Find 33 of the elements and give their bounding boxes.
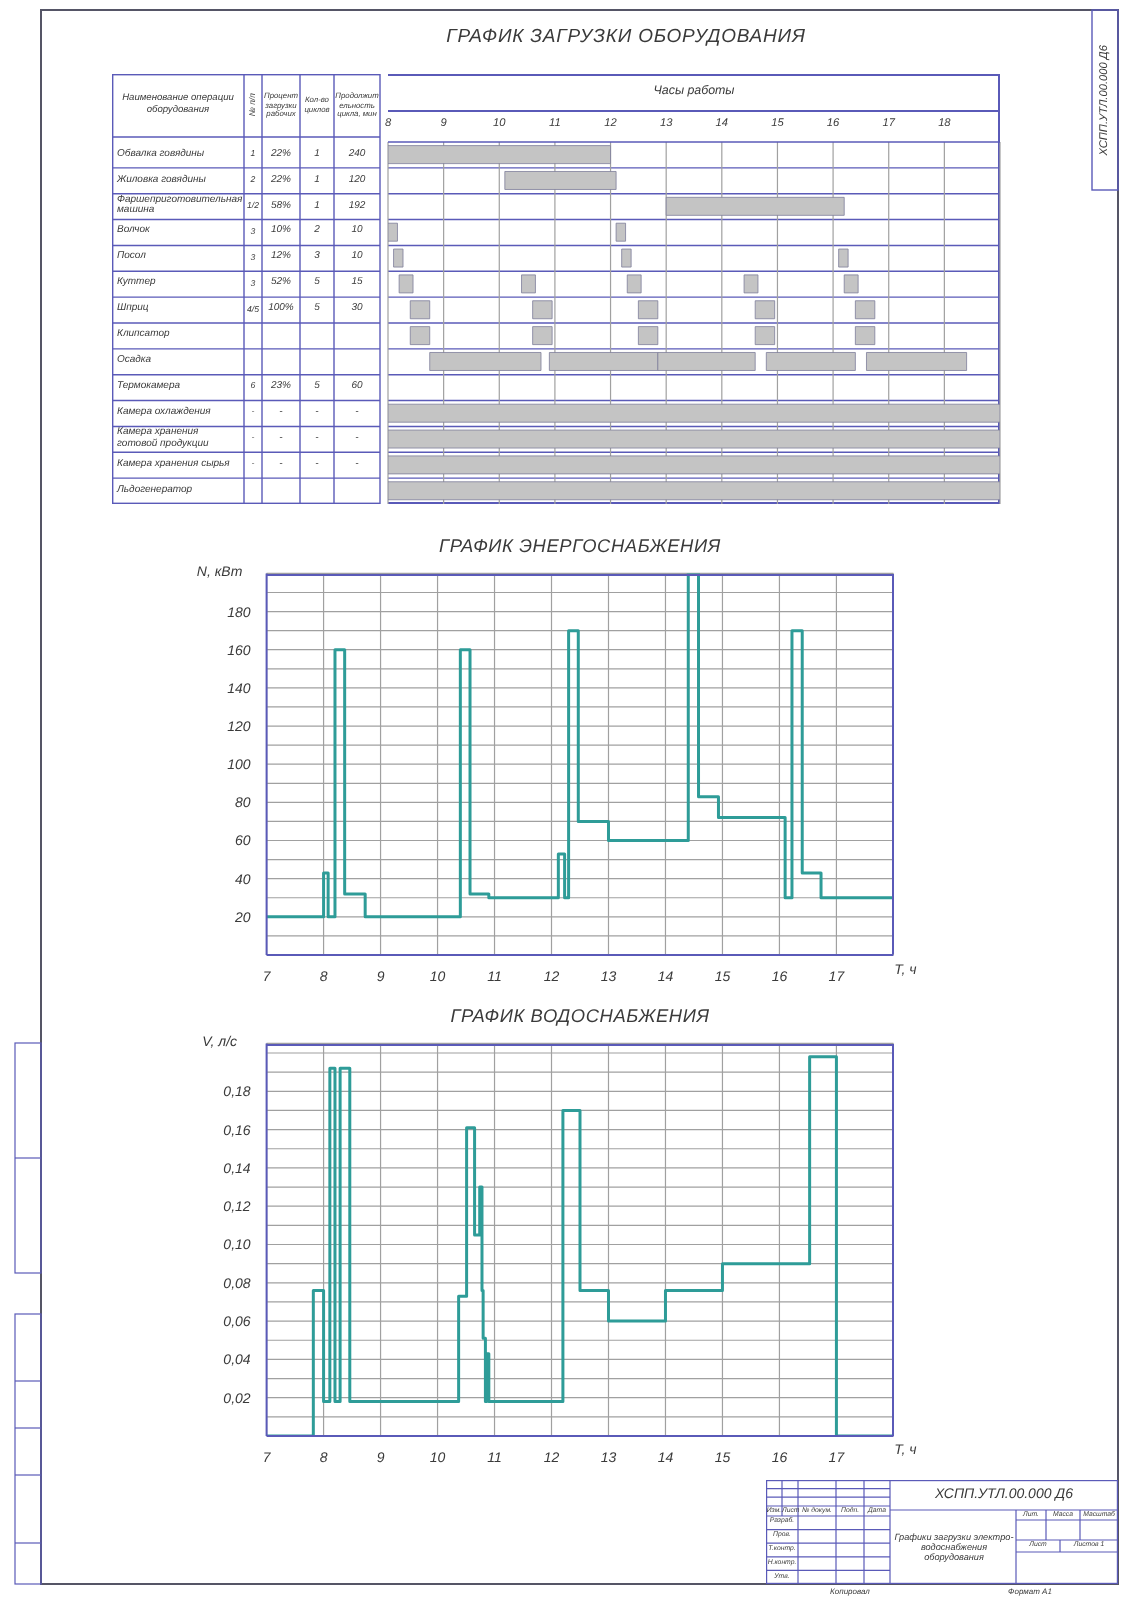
- bar: [615, 222, 626, 242]
- bar: [665, 196, 845, 216]
- bar: [388, 429, 1000, 449]
- bar: [843, 274, 859, 294]
- bar: [409, 326, 431, 346]
- bar: [637, 326, 659, 346]
- bar: [388, 403, 1000, 423]
- bar: [521, 274, 536, 294]
- bar: [866, 352, 968, 371]
- bar: [621, 248, 632, 268]
- chart-title: ГРАФИК ЭНЕРГОСНАБЖЕНИЯ: [439, 535, 721, 556]
- bar: [398, 274, 414, 294]
- bar: [388, 481, 1000, 501]
- bar: [388, 455, 1000, 475]
- bar: [626, 274, 642, 294]
- bar: [765, 352, 856, 371]
- bar: [854, 300, 876, 320]
- bar: [409, 300, 431, 320]
- bar: [743, 274, 759, 294]
- bar: [754, 326, 776, 346]
- bar: [388, 222, 398, 242]
- chart-title: ГРАФИК ВОДОСНАБЖЕНИЯ: [450, 1005, 710, 1026]
- bar: [838, 248, 849, 268]
- bar: [532, 326, 553, 346]
- bar: [504, 171, 617, 190]
- bar: [429, 352, 542, 371]
- bar: [532, 300, 553, 320]
- bar: [637, 300, 659, 320]
- text: ГРАФИК ЗАГРУЗКИ ОБОРУДОВАНИЯ: [446, 25, 806, 49]
- bar: [754, 300, 776, 320]
- bar: [388, 145, 611, 165]
- bar: [854, 326, 876, 346]
- bar: [393, 248, 404, 268]
